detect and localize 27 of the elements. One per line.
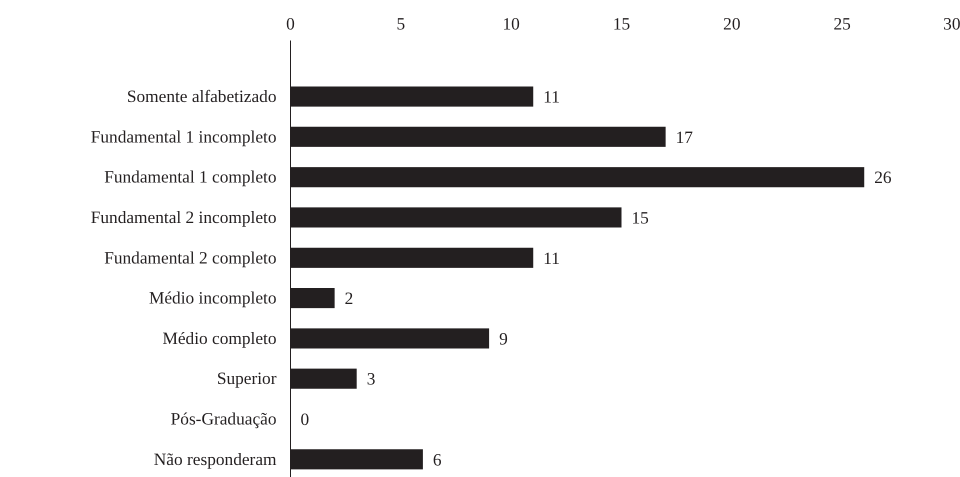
- data-label: 6: [432, 450, 442, 470]
- data-label: 15: [632, 208, 649, 228]
- y-tick-label: Fundamental 1 incompleto: [90, 127, 277, 146]
- data-label: 17: [676, 128, 694, 147]
- x-tick-label: 25: [834, 14, 851, 34]
- y-tick-label: Superior: [216, 369, 277, 388]
- x-tick-label: 10: [502, 14, 520, 34]
- data-label: 11: [543, 88, 560, 107]
- x-tick-label: 15: [612, 14, 630, 34]
- data-label: 11: [543, 248, 560, 268]
- y-tick-label: Não responderam: [154, 450, 278, 469]
- y-tick-label: Pós-Graduação: [170, 410, 277, 429]
- data-label: 2: [344, 289, 354, 308]
- data-label: 3: [366, 370, 376, 389]
- x-tick-label: 0: [286, 14, 295, 34]
- data-label: 26: [874, 168, 892, 188]
- y-tick-label: Somente alfabetizado: [126, 87, 277, 106]
- y-tick-label: Fundamental 1 completo: [104, 168, 277, 187]
- y-tick-label: Fundamental 2 completo: [104, 248, 277, 268]
- x-tick-label: 30: [943, 14, 960, 34]
- data-label: 0: [300, 410, 310, 430]
- x-tick-label: 5: [396, 14, 406, 34]
- y-tick-label: Fundamental 2 incompleto: [90, 208, 277, 227]
- y-tick-label: Médio incompleto: [148, 288, 277, 308]
- y-tick-label: Médio completo: [162, 328, 277, 348]
- data-label: 9: [499, 329, 508, 348]
- x-tick-label: 20: [723, 14, 740, 34]
